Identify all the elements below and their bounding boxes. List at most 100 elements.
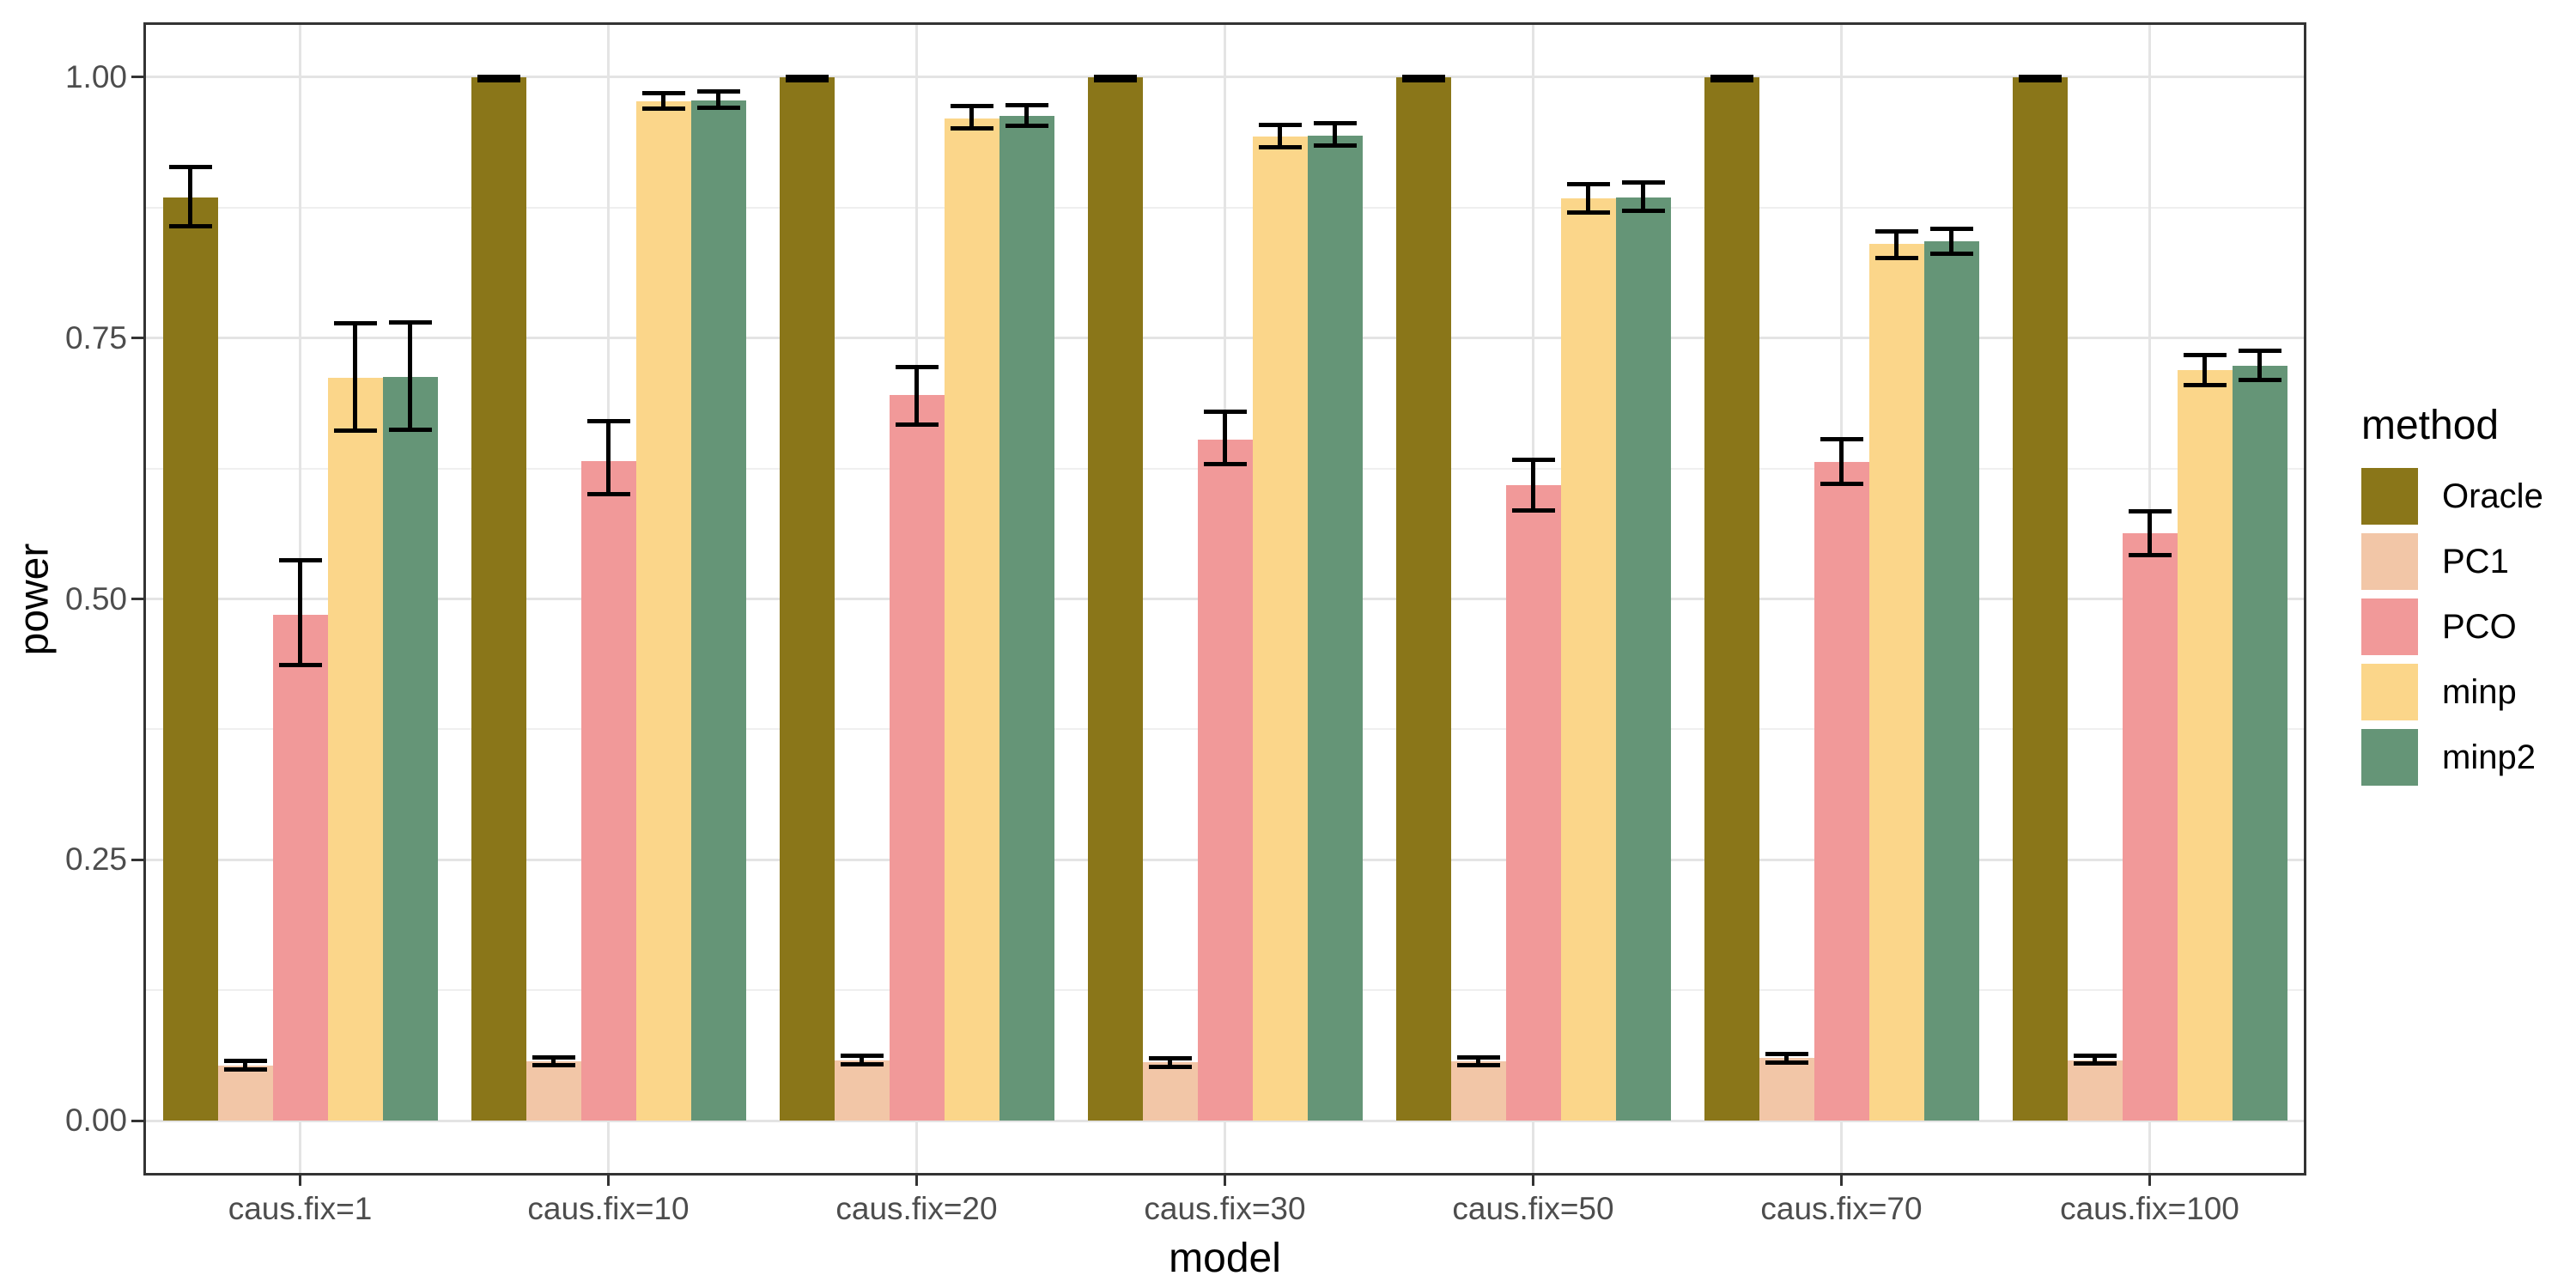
error-bar-cap-bottom: [168, 224, 212, 229]
legend-label-minp2: minp2: [2442, 738, 2536, 776]
legend-label-PCO: PCO: [2442, 608, 2517, 646]
error-bar-line: [1949, 228, 1953, 254]
error-bar-cap-bottom: [1456, 1063, 1500, 1068]
error-bar-cap-bottom: [1258, 144, 1302, 149]
error-bar-cap-top: [168, 164, 212, 169]
legend-swatch-PC1: [2361, 533, 2418, 590]
bar-minp: [327, 377, 383, 1121]
error-bar-line: [2257, 350, 2262, 380]
x-tick-label: caus.fix=100: [2060, 1191, 2239, 1226]
bar-PC1: [834, 1060, 890, 1121]
bar-Oracle: [471, 76, 526, 1121]
bar-Oracle: [779, 76, 835, 1121]
bar-minp2: [2232, 366, 2287, 1121]
x-tick-mark: [1224, 1173, 1226, 1186]
error-bar-line: [298, 560, 302, 665]
x-tick-mark: [2148, 1173, 2151, 1186]
error-bar-cap-bottom: [2018, 77, 2062, 82]
y-tick-mark: [131, 858, 143, 861]
bar-minp: [2177, 370, 2233, 1121]
x-axis-title: model: [1169, 1236, 1281, 1281]
x-tick-label: caus.fix=70: [1760, 1191, 1923, 1226]
bar-minp2: [1615, 197, 1671, 1121]
error-bar-cap-bottom: [477, 77, 520, 82]
error-bar-line: [2093, 1055, 2097, 1064]
error-bar-cap-bottom: [1929, 251, 1973, 256]
error-bar-cap-top: [1765, 1051, 1808, 1056]
error-bar-cap-bottom: [1005, 124, 1048, 129]
error-bar-line: [353, 323, 357, 431]
x-tick-mark: [915, 1173, 918, 1186]
error-bar-cap-bottom: [696, 105, 740, 110]
error-bar-line: [1531, 459, 1535, 511]
error-bar-line: [1223, 411, 1227, 465]
error-bar-cap-bottom: [1401, 77, 1445, 82]
error-bar-line: [551, 1057, 556, 1066]
bar-minp: [1252, 137, 1308, 1121]
bar-PC1: [526, 1060, 581, 1121]
error-bar-cap-top: [895, 365, 939, 370]
error-bar-cap-top: [785, 75, 829, 80]
bar-minp: [635, 100, 691, 1121]
error-bar-line: [1894, 231, 1899, 258]
error-bar-cap-bottom: [1820, 482, 1863, 487]
error-bar-cap-top: [1511, 458, 1555, 463]
bar-PCO: [2122, 532, 2178, 1121]
error-bar-line: [1784, 1054, 1789, 1063]
error-bar-cap-bottom: [1511, 507, 1555, 513]
x-tick-mark: [1840, 1173, 1843, 1186]
error-bar-cap-top: [950, 104, 993, 109]
error-bar-cap-top: [1401, 75, 1445, 80]
error-bar-cap-bottom: [1313, 143, 1357, 149]
error-bar-cap-bottom: [895, 422, 939, 428]
error-bar-cap-top: [1566, 182, 1610, 187]
y-tick-label: 0.75: [64, 319, 127, 355]
bar-minp2: [999, 115, 1054, 1121]
error-bar-cap-top: [333, 321, 377, 326]
bar-PCO: [889, 395, 945, 1121]
y-tick-mark: [131, 76, 143, 79]
error-bar-cap-top: [1258, 123, 1302, 128]
error-bar-cap-top: [278, 558, 322, 563]
error-bar-cap-bottom: [1765, 1060, 1808, 1065]
error-bar-cap-top: [2238, 348, 2281, 353]
legend-label-Oracle: Oracle: [2442, 477, 2543, 515]
bar-PC1: [1759, 1058, 1814, 1121]
error-bar-cap-bottom: [950, 125, 993, 131]
error-bar-line: [188, 167, 192, 227]
error-bar-cap-top: [223, 1059, 267, 1064]
legend-title: method: [2361, 403, 2500, 448]
legend-label-PC1: PC1: [2442, 543, 2509, 580]
error-bar-line: [1278, 125, 1282, 148]
bar-minp2: [1923, 240, 1979, 1121]
bar-Oracle: [162, 197, 218, 1121]
error-bar-line: [1333, 123, 1337, 146]
error-bar-cap-bottom: [1566, 210, 1610, 216]
bar-minp: [944, 118, 999, 1121]
legend-swatch-minp2: [2361, 729, 2418, 786]
bar-Oracle: [1704, 76, 1759, 1121]
bar-Oracle: [1395, 76, 1451, 1121]
bar-minp: [1868, 244, 1924, 1121]
error-bar-cap-bottom: [1148, 1064, 1192, 1069]
bar-Oracle: [2012, 76, 2068, 1121]
x-tick-mark: [607, 1173, 610, 1186]
error-bar-cap-top: [840, 1054, 884, 1059]
x-tick-label: caus.fix=1: [228, 1191, 373, 1226]
error-bar-cap-top: [477, 75, 520, 80]
error-bar-line: [408, 322, 412, 430]
bar-PCO: [1505, 485, 1561, 1121]
error-bar-cap-bottom: [1621, 208, 1665, 213]
bar-Oracle: [1087, 76, 1143, 1121]
error-bar-cap-top: [1874, 229, 1918, 234]
error-bar-cap-bottom: [532, 1063, 575, 1068]
error-bar-cap-top: [1313, 120, 1357, 125]
legend-swatch-Oracle: [2361, 468, 2418, 525]
error-bar-cap-top: [696, 89, 740, 94]
error-bar-line: [2202, 355, 2207, 386]
bar-minp2: [382, 376, 438, 1121]
legend-swatch-PCO: [2361, 598, 2418, 655]
x-tick-label: caus.fix=20: [835, 1191, 998, 1226]
error-bar-cap-bottom: [840, 1062, 884, 1067]
error-bar-cap-bottom: [2073, 1060, 2117, 1066]
